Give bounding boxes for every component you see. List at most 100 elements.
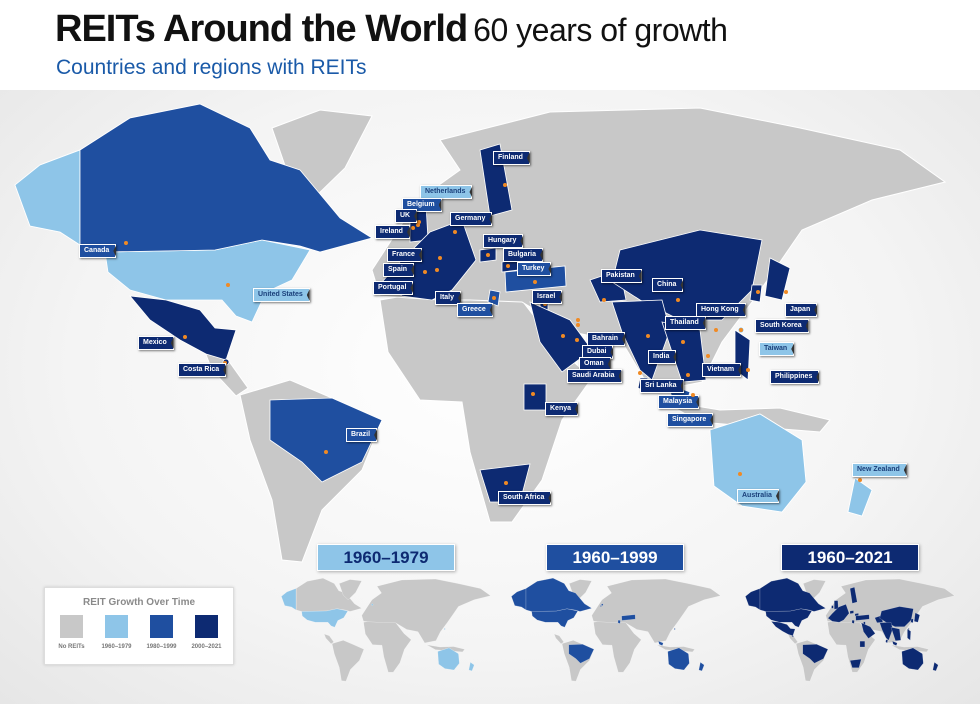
country-label-australia: Australia: [737, 489, 779, 503]
country-label-united-states: United States: [253, 288, 310, 302]
location-marker-japan: [784, 290, 788, 294]
inset-map-1960-1979: [281, 578, 491, 682]
subtitle: Countries and regions with REITs: [56, 56, 367, 79]
location-marker-canada: [124, 241, 128, 245]
country-label-singapore: Singapore: [667, 413, 714, 427]
location-marker-thailand: [681, 340, 685, 344]
country-label-taiwan: Taiwan: [759, 342, 795, 356]
location-marker-spain: [423, 270, 427, 274]
legend-label: 1960–1979: [101, 644, 132, 650]
location-marker-vietnam: [706, 354, 710, 358]
legend-item-2000-2021: 2000–2021: [185, 615, 229, 650]
country-label-china: China: [652, 278, 684, 292]
location-marker-brazil: [324, 450, 328, 454]
country-label-greece: Greece: [457, 303, 493, 317]
country-label-kenya: Kenya: [545, 402, 579, 416]
location-marker-pakistan: [602, 298, 606, 302]
location-marker-mexico: [183, 335, 187, 339]
legend-swatch: [105, 615, 128, 638]
location-marker-uk: [416, 223, 420, 227]
location-marker-taiwan: [739, 328, 743, 332]
location-marker-sri-lanka: [638, 371, 642, 375]
country-label-malaysia: Malaysia: [658, 395, 700, 409]
location-marker-united-states: [226, 283, 230, 287]
page-title: REITs Around the World 60 years of growth: [55, 8, 728, 51]
country-label-india: India: [648, 350, 677, 364]
country-label-hong-kong: Hong Kong: [696, 303, 746, 317]
location-marker-oman: [575, 338, 579, 342]
country-label-sri-lanka: Sri Lanka: [640, 379, 684, 393]
country-label-netherlands: Netherlands: [420, 185, 473, 199]
inset-title-1960-2021: 1960–2021: [781, 544, 919, 571]
country-label-japan: Japan: [785, 303, 818, 317]
country-label-bulgaria: Bulgaria: [503, 248, 544, 262]
inset-title-1960-1979: 1960–1979: [317, 544, 455, 571]
title-suffix: 60 years of growth: [473, 12, 728, 48]
country-label-uk: UK: [395, 209, 418, 223]
inset-title-1960-1999: 1960–1999: [546, 544, 684, 571]
location-marker-saudi-arabia: [561, 334, 565, 338]
location-marker-greece: [492, 296, 496, 300]
legend-swatch: [150, 615, 173, 638]
country-label-saudi-arabia: Saudi Arabia: [567, 369, 622, 383]
location-marker-netherlands: [417, 220, 421, 224]
country-label-israel: Israel: [532, 290, 563, 304]
location-marker-singapore: [691, 393, 695, 397]
location-marker-philippines: [746, 368, 750, 372]
location-marker-bulgaria: [506, 264, 510, 268]
legend-item-no-reits: No REITs: [50, 615, 94, 650]
location-marker-dubai: [576, 323, 580, 327]
location-marker-france: [438, 256, 442, 260]
country-label-mexico: Mexico: [138, 336, 174, 350]
location-marker-hong-kong: [714, 328, 718, 332]
country-label-portugal: Portugal: [373, 281, 414, 295]
country-label-turkey: Turkey: [517, 262, 552, 276]
country-label-italy: Italy: [435, 291, 462, 305]
location-marker-new-zealand: [858, 478, 862, 482]
location-marker-south-africa: [504, 481, 508, 485]
location-marker-hungary: [486, 253, 490, 257]
country-label-new-zealand: New Zealand: [852, 463, 907, 477]
location-marker-malaysia: [686, 373, 690, 377]
country-label-thailand: Thailand: [665, 316, 706, 330]
country-label-philippines: Philippines: [770, 370, 820, 384]
location-marker-italy: [435, 268, 439, 272]
country-label-france: France: [387, 248, 422, 262]
legend-swatch: [195, 615, 218, 638]
country-label-finland: Finland: [493, 151, 530, 165]
country-label-hungary: Hungary: [483, 234, 524, 248]
legend-swatch: [60, 615, 83, 638]
location-marker-israel: [543, 302, 547, 306]
location-marker-australia: [738, 472, 742, 476]
legend-label: No REITs: [58, 644, 85, 650]
country-label-bahrain: Bahrain: [587, 332, 626, 346]
location-marker-turkey: [533, 280, 537, 284]
country-label-south-africa: South Africa: [498, 491, 552, 505]
location-marker-germany: [453, 230, 457, 234]
legend-label: 2000–2021: [191, 644, 222, 650]
country-label-costa-rica: Costa Rica: [178, 363, 227, 377]
country-label-ireland: Ireland: [375, 225, 410, 239]
location-marker-kenya: [531, 392, 535, 396]
legend-title: REIT Growth Over Time: [82, 597, 196, 608]
main-map: [14, 103, 946, 563]
legend-label: 1980–1999: [146, 644, 177, 650]
inset-map-1960-2021: [745, 578, 955, 682]
country-label-vietnam: Vietnam: [702, 363, 742, 377]
title: REITs Around the World: [55, 8, 468, 50]
location-marker-india: [646, 334, 650, 338]
legend-item-1980-1999: 1980–1999: [140, 615, 184, 650]
country-label-brazil: Brazil: [346, 428, 378, 442]
location-marker-finland: [503, 183, 507, 187]
legend-item-1960-1979: 1960–1979: [95, 615, 139, 650]
country-label-south-korea: South Korea: [755, 319, 809, 333]
legend: REIT Growth Over Time No REITs 1960–1979…: [44, 587, 234, 665]
country-label-canada: Canada: [79, 244, 117, 258]
inset-map-1960-1999: [511, 578, 721, 682]
country-label-spain: Spain: [383, 263, 415, 277]
location-marker-south-korea: [756, 290, 760, 294]
location-marker-bahrain: [576, 318, 580, 322]
country-label-pakistan: Pakistan: [601, 269, 642, 283]
location-marker-belgium: [411, 226, 415, 230]
country-label-germany: Germany: [450, 212, 493, 226]
